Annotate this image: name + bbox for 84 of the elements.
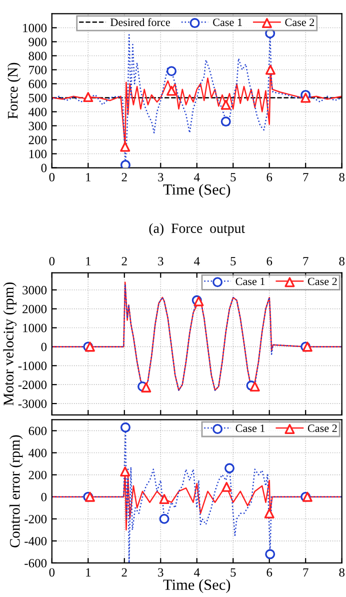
y-tick-label: 0 <box>41 492 47 502</box>
y-tick-label: 2000 <box>22 304 47 314</box>
point <box>166 86 177 96</box>
y-axis-title: Force (N) <box>7 62 21 119</box>
point <box>224 463 234 474</box>
legend-label: Desired force <box>110 18 170 26</box>
y-tick-label: 100 <box>29 150 47 158</box>
text: (a) Force output <box>149 223 246 236</box>
point <box>159 494 170 504</box>
point <box>250 381 260 392</box>
x-tick-label: 4 <box>194 257 200 266</box>
x-tick-label: 7 <box>303 173 308 182</box>
legend-label: Case 2 <box>308 278 337 286</box>
x-tick-label: 1 <box>86 568 91 577</box>
point <box>120 422 130 432</box>
y-tick-label: 1000 <box>23 24 47 32</box>
x-tick-label: 3 <box>158 257 164 266</box>
y-tick-label: -200 <box>24 514 47 524</box>
point <box>120 160 130 168</box>
y-tick-label: 200 <box>28 136 47 144</box>
x-tick-label: 8 <box>339 256 344 266</box>
y-tick-label: 700 <box>29 66 47 74</box>
point <box>220 100 231 110</box>
y-tick-label: 900 <box>28 38 47 46</box>
x-tick-label: 3 <box>158 568 164 577</box>
y-tick-label: -3000 <box>18 400 47 408</box>
y-tick-label: 0 <box>41 164 47 172</box>
y-tick-label: 500 <box>29 94 47 102</box>
x-tick-label: 3 <box>158 173 164 182</box>
x-tick-label: 6 <box>266 257 272 266</box>
y-tick-label: 600 <box>28 80 47 88</box>
x-tick-label: 0 <box>49 256 55 266</box>
x-axis-title: Time (Sec) <box>163 184 230 198</box>
y-tick-label: 400 <box>28 448 47 458</box>
point <box>222 482 232 492</box>
x-tick-label: 7 <box>303 568 308 577</box>
legend-label: Case 1 <box>236 424 265 432</box>
y-axis-title: Control error (rpm) <box>10 435 23 548</box>
y-tick-label: 300 <box>28 122 47 130</box>
x-tick-label: 2 <box>122 257 127 266</box>
legend-label: Case 2 <box>308 424 337 432</box>
point <box>220 116 231 127</box>
x-tick-label: 1 <box>86 257 91 266</box>
point <box>159 514 170 524</box>
legend-label: Case 1 <box>236 278 265 286</box>
point <box>264 508 274 518</box>
y-tick-label: -2000 <box>18 380 47 390</box>
y-tick-label: 0 <box>41 342 47 352</box>
x-axis-title: Time (Sec) <box>163 579 230 594</box>
x-tick-label: 7 <box>303 257 308 266</box>
x-tick-label: 5 <box>230 568 236 577</box>
x-tick-label: 5 <box>230 173 236 182</box>
x-tick-label: 8 <box>339 568 344 577</box>
y-tick-label: 400 <box>28 108 47 116</box>
y-axis-title: Motor velocity (rpm) <box>3 282 16 406</box>
point <box>300 92 311 103</box>
x-tick-label: 6 <box>266 173 272 182</box>
x-tick-label: 6 <box>266 568 272 577</box>
x-tick-label: 1 <box>86 173 91 182</box>
x-tick-label: 4 <box>194 568 200 577</box>
point <box>141 382 152 392</box>
y-tick-label: 600 <box>28 426 47 436</box>
point <box>166 66 177 76</box>
legend-label: Case 1 <box>213 18 242 26</box>
x-tick-label: 8 <box>339 172 344 182</box>
y-tick-label: -600 <box>24 558 47 568</box>
y-tick-label: 1000 <box>23 324 47 332</box>
y-tick-label: 800 <box>28 52 47 60</box>
x-tick-label: 5 <box>230 257 236 266</box>
x-tick-label: 0 <box>49 568 55 577</box>
x-tick-label: 2 <box>122 173 127 182</box>
legend-label: Case 2 <box>285 18 314 26</box>
point <box>265 64 276 75</box>
y-tick-label: 3000 <box>22 286 47 294</box>
point <box>265 549 276 560</box>
y-tick-label: -400 <box>24 536 47 546</box>
point <box>120 466 130 476</box>
x-tick-label: 4 <box>194 173 200 182</box>
y-tick-label: -1000 <box>18 362 47 370</box>
point <box>83 92 94 102</box>
x-tick-label: 2 <box>122 568 127 577</box>
y-tick-label: 200 <box>28 470 47 480</box>
point <box>120 142 130 152</box>
x-tick-label: 0 <box>49 172 55 182</box>
